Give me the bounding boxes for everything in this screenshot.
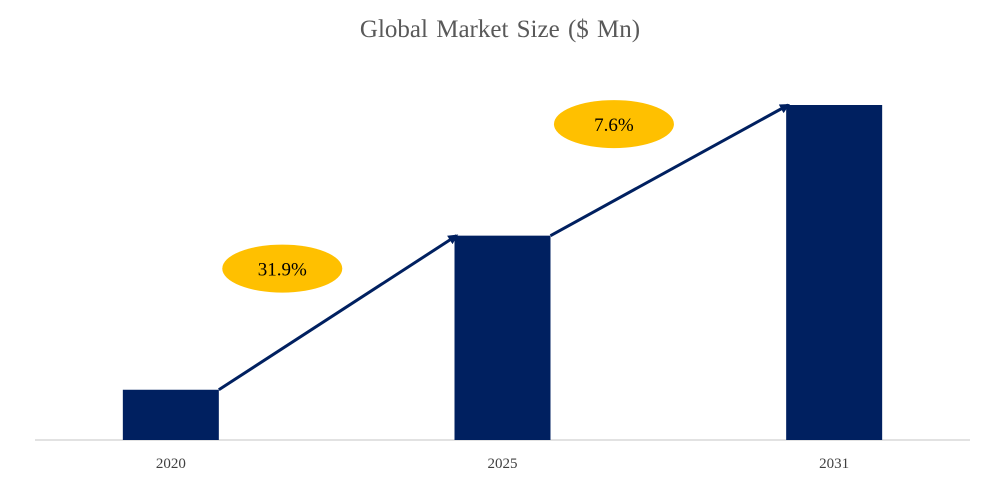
bars-layer — [122, 105, 883, 440]
cagr-label-2025-2031: 7.6% — [594, 115, 634, 136]
bar-2020 — [122, 389, 219, 440]
growth-arrows-layer — [218, 103, 790, 392]
bar-2031 — [786, 105, 883, 440]
cagr-bubbles-layer: 31.9% 7.6% — [222, 100, 674, 293]
chart-title: Global Market Size ($ Mn) — [359, 16, 641, 43]
x-tick-label-2020: 2020 — [156, 456, 186, 472]
x-tick-label-2025: 2025 — [488, 456, 518, 472]
growth-arrow-2020-2025 — [218, 234, 459, 392]
x-tick-label-2031: 2031 — [819, 456, 849, 472]
cagr-label-2020-2025: 31.9% — [258, 260, 307, 281]
cagr-bubble-2025-2031 — [553, 100, 674, 149]
cagr-bubble-2020-2025 — [222, 244, 343, 293]
bar-2025 — [454, 235, 551, 440]
x-tick-labels: 2020 2025 2031 — [156, 456, 849, 472]
growth-arrow-2025-2031 — [549, 103, 790, 237]
